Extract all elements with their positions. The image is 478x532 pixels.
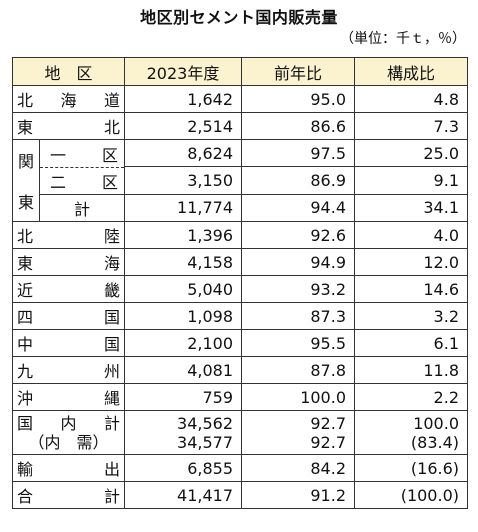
volume-cell: 8,624 xyxy=(124,138,242,168)
table-row: 沖縄 759 100.0 2.2 xyxy=(12,383,468,411)
prev-ratio-cell: 92.6 xyxy=(241,221,355,249)
kanto-label: 関東 xyxy=(13,140,40,221)
volume-cell: 2,514 xyxy=(124,112,242,140)
prev-ratio-cell: 87.8 xyxy=(241,356,355,384)
table-row: 東北 2,514 86.6 7.3 xyxy=(12,112,468,140)
prev-ratio-cell: 100.0 xyxy=(241,383,355,411)
volume-cell: 4,081 xyxy=(124,356,242,384)
region-name: 国内計 （内 需） xyxy=(12,410,125,455)
prev-ratio-cell: 84.2 xyxy=(241,454,355,482)
share-cell: (16.6) xyxy=(354,454,468,482)
region-name: 計 xyxy=(40,194,124,221)
table-row: 国内計 （内 需） 34,562 34,577 92.7 92.7 100.0 (83… xyxy=(12,410,468,455)
region-name: 四国 xyxy=(12,302,125,330)
share-cell: 4.0 xyxy=(354,221,468,249)
unit-label: （単位：千ｔ，％） xyxy=(340,31,466,47)
table-row: 11,774 94.4 34.1 xyxy=(13,193,468,223)
prev-ratio-cell: 86.9 xyxy=(241,166,355,195)
region-name: 九州 xyxy=(12,356,125,384)
prev-ratio-cell: 87.3 xyxy=(241,302,355,330)
region-name: 輸出 xyxy=(12,454,125,482)
volume-cell: 11,774 xyxy=(124,193,242,223)
share-cell: 100.0 (83.4) xyxy=(354,410,468,455)
share-cell: 34.1 xyxy=(354,193,468,223)
region-name: 二区 xyxy=(40,167,124,194)
table-row: 合計 41,417 91.2 (100.0) xyxy=(12,481,468,509)
region-name: 一区 xyxy=(50,145,118,165)
prev-ratio-cell: 94.9 xyxy=(241,248,355,276)
prev-ratio-cell: 97.5 xyxy=(241,138,355,168)
volume-cell: 34,562 34,577 xyxy=(124,410,242,455)
region-name: 中国 xyxy=(12,329,125,357)
region-name: 近畿 xyxy=(12,275,125,303)
table-row: 近畿 5,040 93.2 14.6 xyxy=(12,275,468,303)
header-year: 2023年度 xyxy=(124,57,242,86)
volume-cell: 2,100 xyxy=(124,329,242,357)
table-row: 北陸 1,396 92.6 4.0 xyxy=(12,221,468,249)
region-name: 東北 xyxy=(12,112,125,140)
table-row: 中国 2,100 95.5 6.1 xyxy=(12,329,468,357)
table-row: 東海 4,158 94.9 12.0 xyxy=(12,248,468,276)
domestic-demand-label: （内 需） xyxy=(28,432,109,452)
prev-ratio-cell: 86.6 xyxy=(241,112,355,140)
region-name: 東海 xyxy=(12,248,125,276)
header-share: 構成比 xyxy=(354,57,468,86)
share-cell: (100.0) xyxy=(354,481,468,509)
table-row: 九州 4,081 87.8 11.8 xyxy=(12,356,468,384)
prev-ratio-cell: 91.2 xyxy=(241,481,355,509)
kanto-group-cell: 関東 一区 二区 計 xyxy=(12,139,125,222)
table-row: 関東 一区 二区 計 8,624 97.5 25.0 xyxy=(12,138,468,222)
volume-cell: 5,040 xyxy=(124,275,242,303)
table-row: 3,150 86.9 9.1 xyxy=(13,166,468,195)
prev-ratio-cell: 94.4 xyxy=(241,193,355,223)
volume-cell: 1,642 xyxy=(124,85,242,113)
share-cell: 9.1 xyxy=(354,166,468,195)
volume-cell: 1,396 xyxy=(124,221,242,249)
prev-ratio-cell: 95.5 xyxy=(241,329,355,357)
header-prev-year-ratio: 前年比 xyxy=(241,57,355,86)
header-region: 地 区 xyxy=(12,57,125,86)
share-cell: 7.3 xyxy=(354,112,468,140)
share-cell: 3.2 xyxy=(354,302,468,330)
share-cell: 11.8 xyxy=(354,356,468,384)
table-row: 輸出 6,855 84.2 (16.6) xyxy=(12,454,468,482)
sales-table: 地 区 2023年度 前年比 構成比 北海道 1,642 95.0 4.8 東北… xyxy=(12,57,468,509)
share-cell: 25.0 xyxy=(354,138,468,168)
share-cell: 14.6 xyxy=(354,275,468,303)
volume-cell: 759 xyxy=(124,383,242,411)
volume-cell: 4,158 xyxy=(124,248,242,276)
share-cell: 6.1 xyxy=(354,329,468,357)
prev-ratio-cell: 92.7 92.7 xyxy=(241,410,355,455)
region-name: 北海道 xyxy=(12,85,125,113)
header-row: 地 区 2023年度 前年比 構成比 xyxy=(12,57,468,86)
region-name: 沖縄 xyxy=(12,383,125,411)
volume-cell: 1,098 xyxy=(124,302,242,330)
table-row: 四国 1,098 87.3 3.2 xyxy=(12,302,468,330)
volume-cell: 41,417 xyxy=(124,481,242,509)
region-name: 合計 xyxy=(12,481,125,509)
table-row: 北海道 1,642 95.0 4.8 xyxy=(12,85,468,113)
volume-cell: 6,855 xyxy=(124,454,242,482)
share-cell: 4.8 xyxy=(354,85,468,113)
volume-cell: 3,150 xyxy=(124,166,242,195)
region-name: 北陸 xyxy=(12,221,125,249)
prev-ratio-cell: 93.2 xyxy=(241,275,355,303)
share-cell: 12.0 xyxy=(354,248,468,276)
page-title: 地区別セメント国内販売量 xyxy=(140,8,338,27)
share-cell: 2.2 xyxy=(354,383,468,411)
prev-ratio-cell: 95.0 xyxy=(241,85,355,113)
